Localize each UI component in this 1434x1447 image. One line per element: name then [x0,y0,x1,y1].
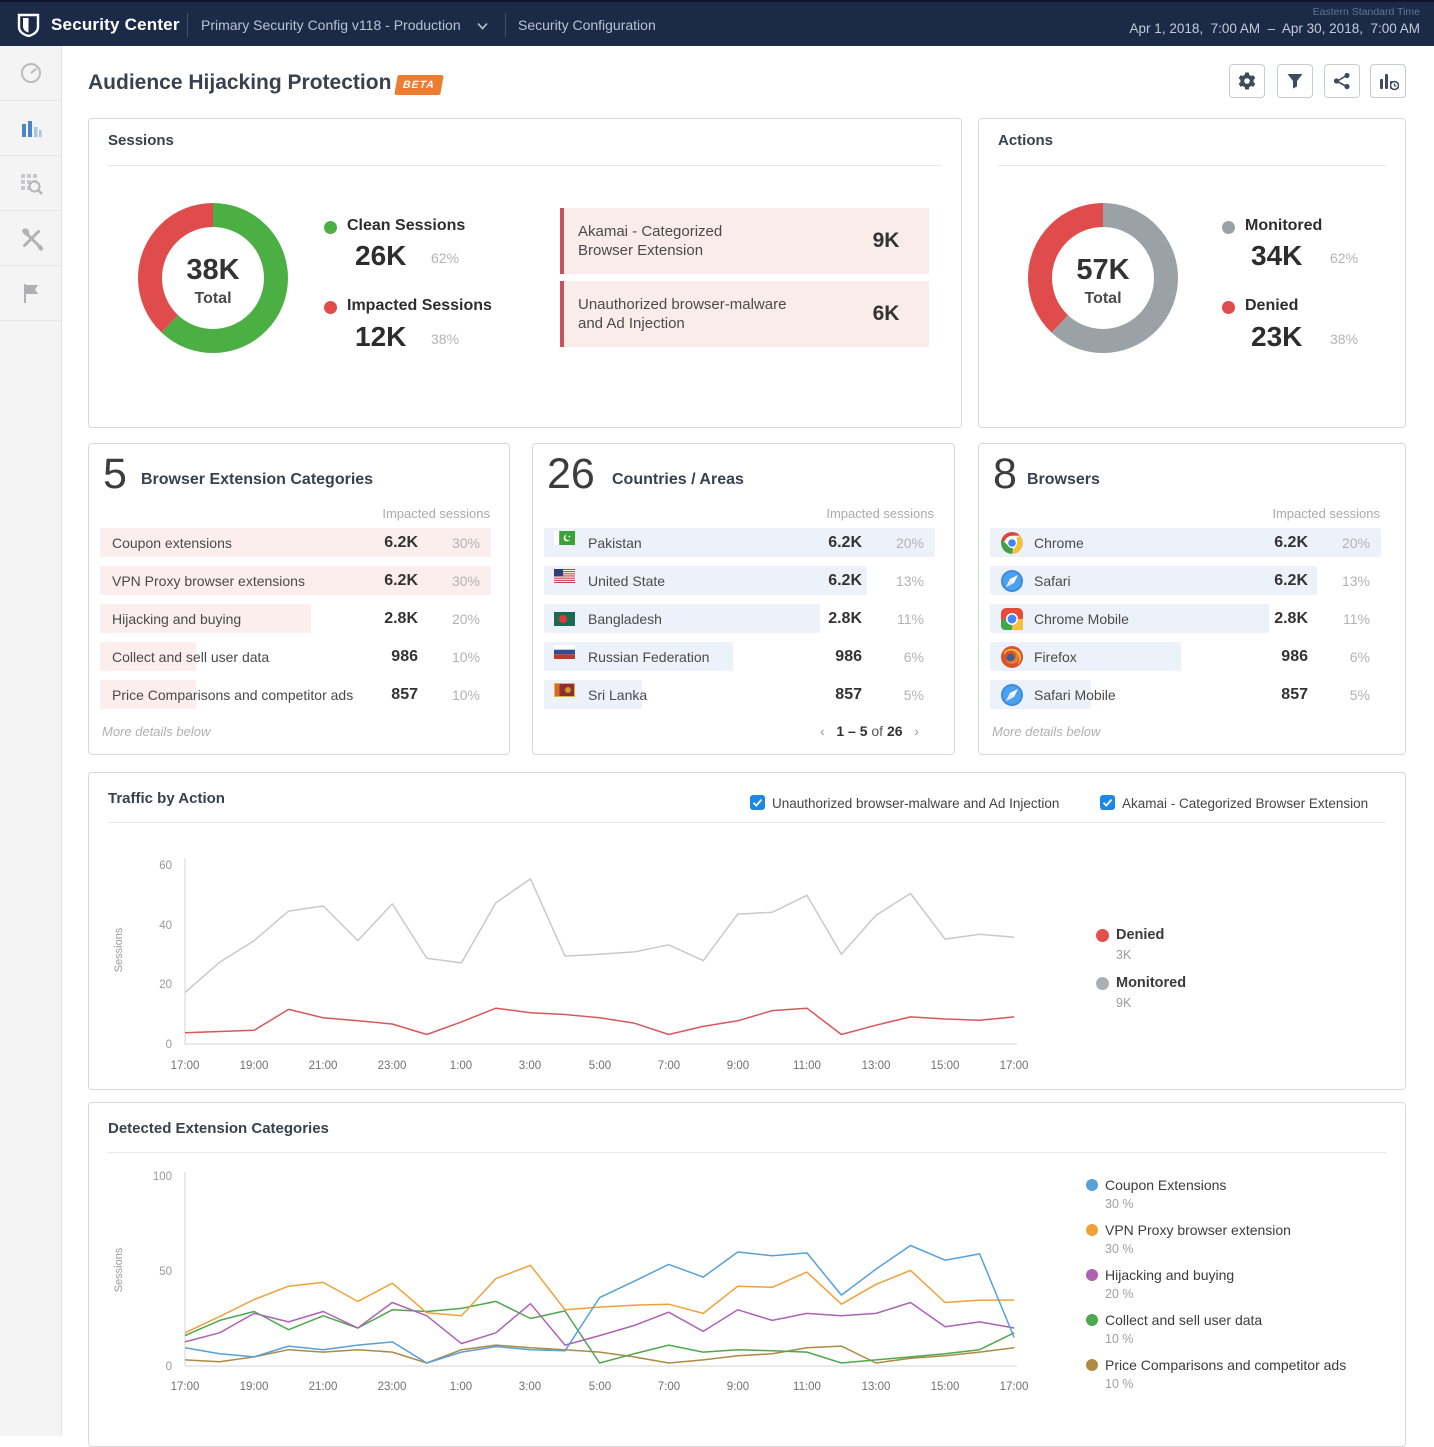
svg-text:Sessions: Sessions [113,1247,125,1292]
svg-text:11:00: 11:00 [793,1060,821,1072]
svg-text:17:00: 17:00 [1000,1381,1029,1393]
svg-text:5:00: 5:00 [589,1381,611,1393]
svg-text:19:00: 19:00 [240,1381,269,1393]
svg-text:17:00: 17:00 [171,1381,200,1393]
svg-text:17:00: 17:00 [171,1060,200,1072]
svg-text:100: 100 [153,1171,172,1183]
svg-text:21:00: 21:00 [309,1381,338,1393]
svg-text:15:00: 15:00 [931,1060,960,1072]
svg-text:7:00: 7:00 [658,1381,680,1393]
svg-text:11:00: 11:00 [793,1381,821,1393]
svg-text:15:00: 15:00 [931,1381,960,1393]
svg-text:20: 20 [159,979,172,991]
svg-text:19:00: 19:00 [240,1060,269,1072]
svg-text:5:00: 5:00 [589,1060,611,1072]
svg-text:60: 60 [159,860,172,872]
svg-text:0: 0 [166,1361,172,1373]
svg-text:40: 40 [159,920,172,932]
svg-text:7:00: 7:00 [658,1060,680,1072]
svg-text:50: 50 [159,1266,172,1278]
svg-text:13:00: 13:00 [862,1381,891,1393]
svg-text:17:00: 17:00 [1000,1060,1029,1072]
svg-text:1:00: 1:00 [450,1381,472,1393]
svg-text:Sessions: Sessions [113,927,125,972]
svg-text:9:00: 9:00 [727,1381,749,1393]
svg-text:23:00: 23:00 [378,1381,407,1393]
svg-text:0: 0 [166,1039,172,1051]
svg-text:1:00: 1:00 [450,1060,472,1072]
svg-text:23:00: 23:00 [378,1060,407,1072]
svg-text:9:00: 9:00 [727,1060,749,1072]
svg-text:13:00: 13:00 [862,1060,891,1072]
svg-text:3:00: 3:00 [519,1381,541,1393]
svg-text:21:00: 21:00 [309,1060,338,1072]
svg-text:3:00: 3:00 [519,1060,541,1072]
